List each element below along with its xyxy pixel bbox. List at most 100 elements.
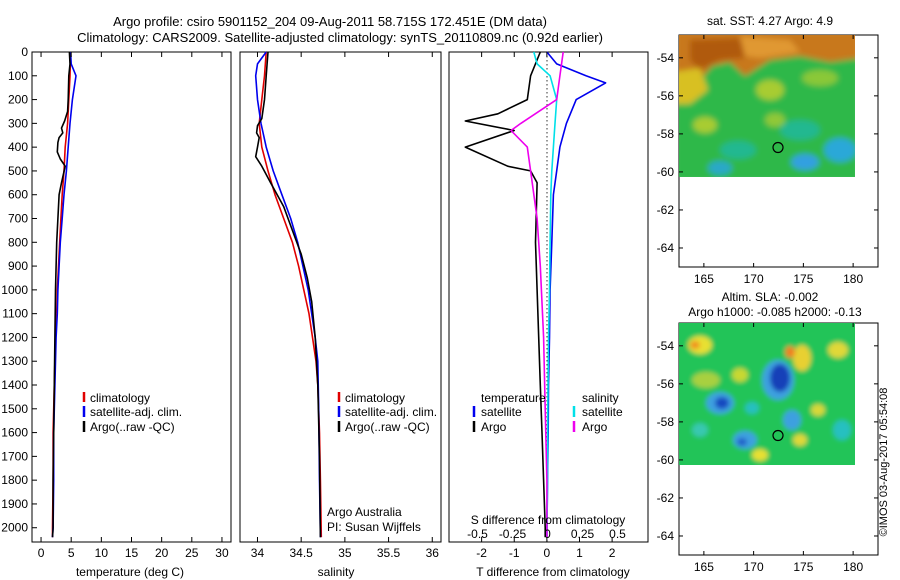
legend-label-salinity-argo: Argo	[582, 420, 608, 434]
salinity-x-ticks: 34 34.5 35 35.5 36	[251, 52, 439, 560]
map-y-tick-label: -62	[657, 491, 675, 505]
sst-map-y-ticks: -54 -56 -58 -60 -62 -64	[657, 51, 878, 255]
x-tick-label: 20	[155, 546, 169, 560]
sst-map-title: sat. SST: 4.27 Argo: 4.9	[707, 14, 833, 28]
temperature-axes-box	[31, 51, 232, 543]
x-tick-label: 25	[185, 546, 199, 560]
imos-timestamp: ©IMOS 03-Aug-2017 05:54:08	[878, 388, 890, 537]
x-tick-label: 35.5	[377, 546, 401, 560]
x-tick-label: 10	[95, 546, 109, 560]
map-y-tick-label: -54	[657, 51, 675, 65]
y-tick-label: 600	[8, 188, 28, 202]
map-y-tick-label: -60	[657, 165, 675, 179]
salinity-x-label: salinity	[318, 565, 355, 579]
map-x-tick-label: 165	[694, 272, 714, 286]
sla-map-y-ticks: -54 -56 -58 -60 -62 -64	[657, 339, 878, 543]
legend-label-argo: Argo(..raw -QC)	[90, 420, 175, 434]
y-tick-label: 1700	[1, 449, 28, 463]
map-y-tick-label: -58	[657, 127, 675, 141]
s-tick-label: 0.25	[571, 527, 595, 541]
salinity-annotation-pi: PI: Susan Wijffels	[327, 520, 421, 534]
figure-title-line2: Climatology: CARS2009. Satellite-adjuste…	[77, 30, 603, 45]
legend-label-salinity-satellite: satellite	[582, 405, 623, 419]
map-x-tick-label: 175	[793, 272, 813, 286]
x-tick-label: 0	[38, 546, 45, 560]
legend-label-climatology: climatology	[345, 391, 405, 405]
y-tick-label: 900	[8, 259, 28, 273]
temperature-x-ticks: 0 5 10 15 20 25 30	[38, 52, 229, 560]
difference-s-ticks: -0.5 -0.25 0 0.25 0.5	[467, 527, 626, 541]
temperature-series-group	[51, 51, 77, 538]
sst-map-panel: sat. SST: 4.27 Argo: 4.9 165 170 175 18	[657, 14, 879, 286]
y-tick-label: 2000	[1, 521, 28, 535]
y-tick-label: 1300	[1, 354, 28, 368]
argo-position-marker	[772, 429, 784, 442]
map-y-tick-label: -60	[657, 453, 675, 467]
legend-title-temperature: temperature	[481, 391, 546, 405]
sla-field	[679, 323, 855, 465]
x-tick-label: 0	[544, 546, 551, 560]
y-tick-label: 100	[8, 69, 28, 83]
y-tick-label: 700	[8, 212, 28, 226]
argo-position-marker	[772, 141, 784, 154]
y-tick-label: 800	[8, 235, 28, 249]
difference-panel: -2 -1 0 1 2 -0.5 -0.25 0 0.25 0.5 S difference f…	[448, 51, 649, 579]
s-tick-label: 0	[544, 527, 551, 541]
x-tick-label: -1	[509, 546, 520, 560]
series-line-salinity-argo	[510, 51, 564, 538]
map-y-tick-label: -56	[657, 89, 675, 103]
legend-label-satellite: satellite-adj. clim.	[90, 405, 182, 419]
s-tick-label: -0.25	[499, 527, 527, 541]
legend-label-satellite: satellite-adj. clim.	[345, 405, 437, 419]
temperature-x-label: temperature (deg C)	[76, 565, 184, 579]
temperature-y-ticks: 0 100 200 300 400 500 600 700 800 900 1000 1100 1200…	[1, 45, 37, 535]
map-x-tick-label: 175	[793, 560, 813, 574]
legend-label-temperature-argo: Argo	[481, 420, 507, 434]
map-x-tick-label: 180	[843, 560, 863, 574]
map-y-tick-label: -54	[657, 339, 675, 353]
x-tick-label: 35	[338, 546, 352, 560]
sst-field	[679, 35, 855, 177]
salinity-series-group	[254, 51, 323, 538]
difference-s-axis-label: S difference from climatology	[471, 513, 626, 527]
difference-series-group	[464, 51, 607, 538]
y-tick-label: 1900	[1, 497, 28, 511]
x-tick-label: 34	[251, 546, 265, 560]
difference-x-label: T difference from climatology	[476, 565, 630, 579]
map-y-tick-label: -64	[657, 529, 675, 543]
sla-map-title: Altim. SLA: -0.002	[722, 290, 819, 304]
legend-label-temperature-satellite: satellite	[481, 405, 522, 419]
x-tick-label: -2	[476, 546, 487, 560]
temperature-panel: 0 5 10 15 20 25 30 0 100 200 300 400 500 600 700 800 90…	[1, 45, 232, 579]
s-tick-label: -0.5	[467, 527, 488, 541]
s-tick-label: 0.5	[609, 527, 626, 541]
y-tick-label: 1600	[1, 426, 28, 440]
legend-label-argo: Argo(..raw -QC)	[345, 420, 430, 434]
difference-x-ticks: -2 -1 0 1 2	[476, 52, 616, 560]
sla-map-panel: Altim. SLA: -0.002 Argo h1000: -0.085 h2…	[657, 290, 879, 574]
x-tick-label: 2	[609, 546, 616, 560]
x-tick-label: 34.5	[289, 546, 313, 560]
y-tick-label: 200	[8, 93, 28, 107]
series-line-temperature-argo	[464, 51, 547, 538]
y-tick-label: 1100	[2, 307, 28, 321]
sst-map-x-ticks: 165 170 175 180	[694, 35, 863, 286]
map-x-tick-label: 165	[694, 560, 714, 574]
x-tick-label: 36	[426, 546, 440, 560]
difference-axes-box	[448, 51, 649, 543]
figure-title-line1: Argo profile: csiro 5901152_204 09-Aug-2…	[113, 14, 547, 29]
difference-legend: temperature satellite Argo salinity sate…	[472, 391, 623, 434]
map-x-tick-label: 180	[843, 272, 863, 286]
x-tick-label: 30	[215, 546, 229, 560]
y-tick-label: 1000	[1, 283, 28, 297]
series-line-salinity-satellite	[533, 51, 558, 538]
legend-label-climatology: climatology	[90, 391, 150, 405]
temperature-legend: climatology satellite-adj. clim. Argo(..…	[82, 391, 182, 434]
y-tick-label: 0	[21, 45, 28, 59]
y-tick-label: 1800	[1, 473, 28, 487]
x-tick-label: 5	[68, 546, 75, 560]
y-tick-label: 400	[8, 140, 28, 154]
series-line-satellite-adj-clim	[254, 51, 322, 538]
map-x-tick-label: 170	[744, 272, 764, 286]
